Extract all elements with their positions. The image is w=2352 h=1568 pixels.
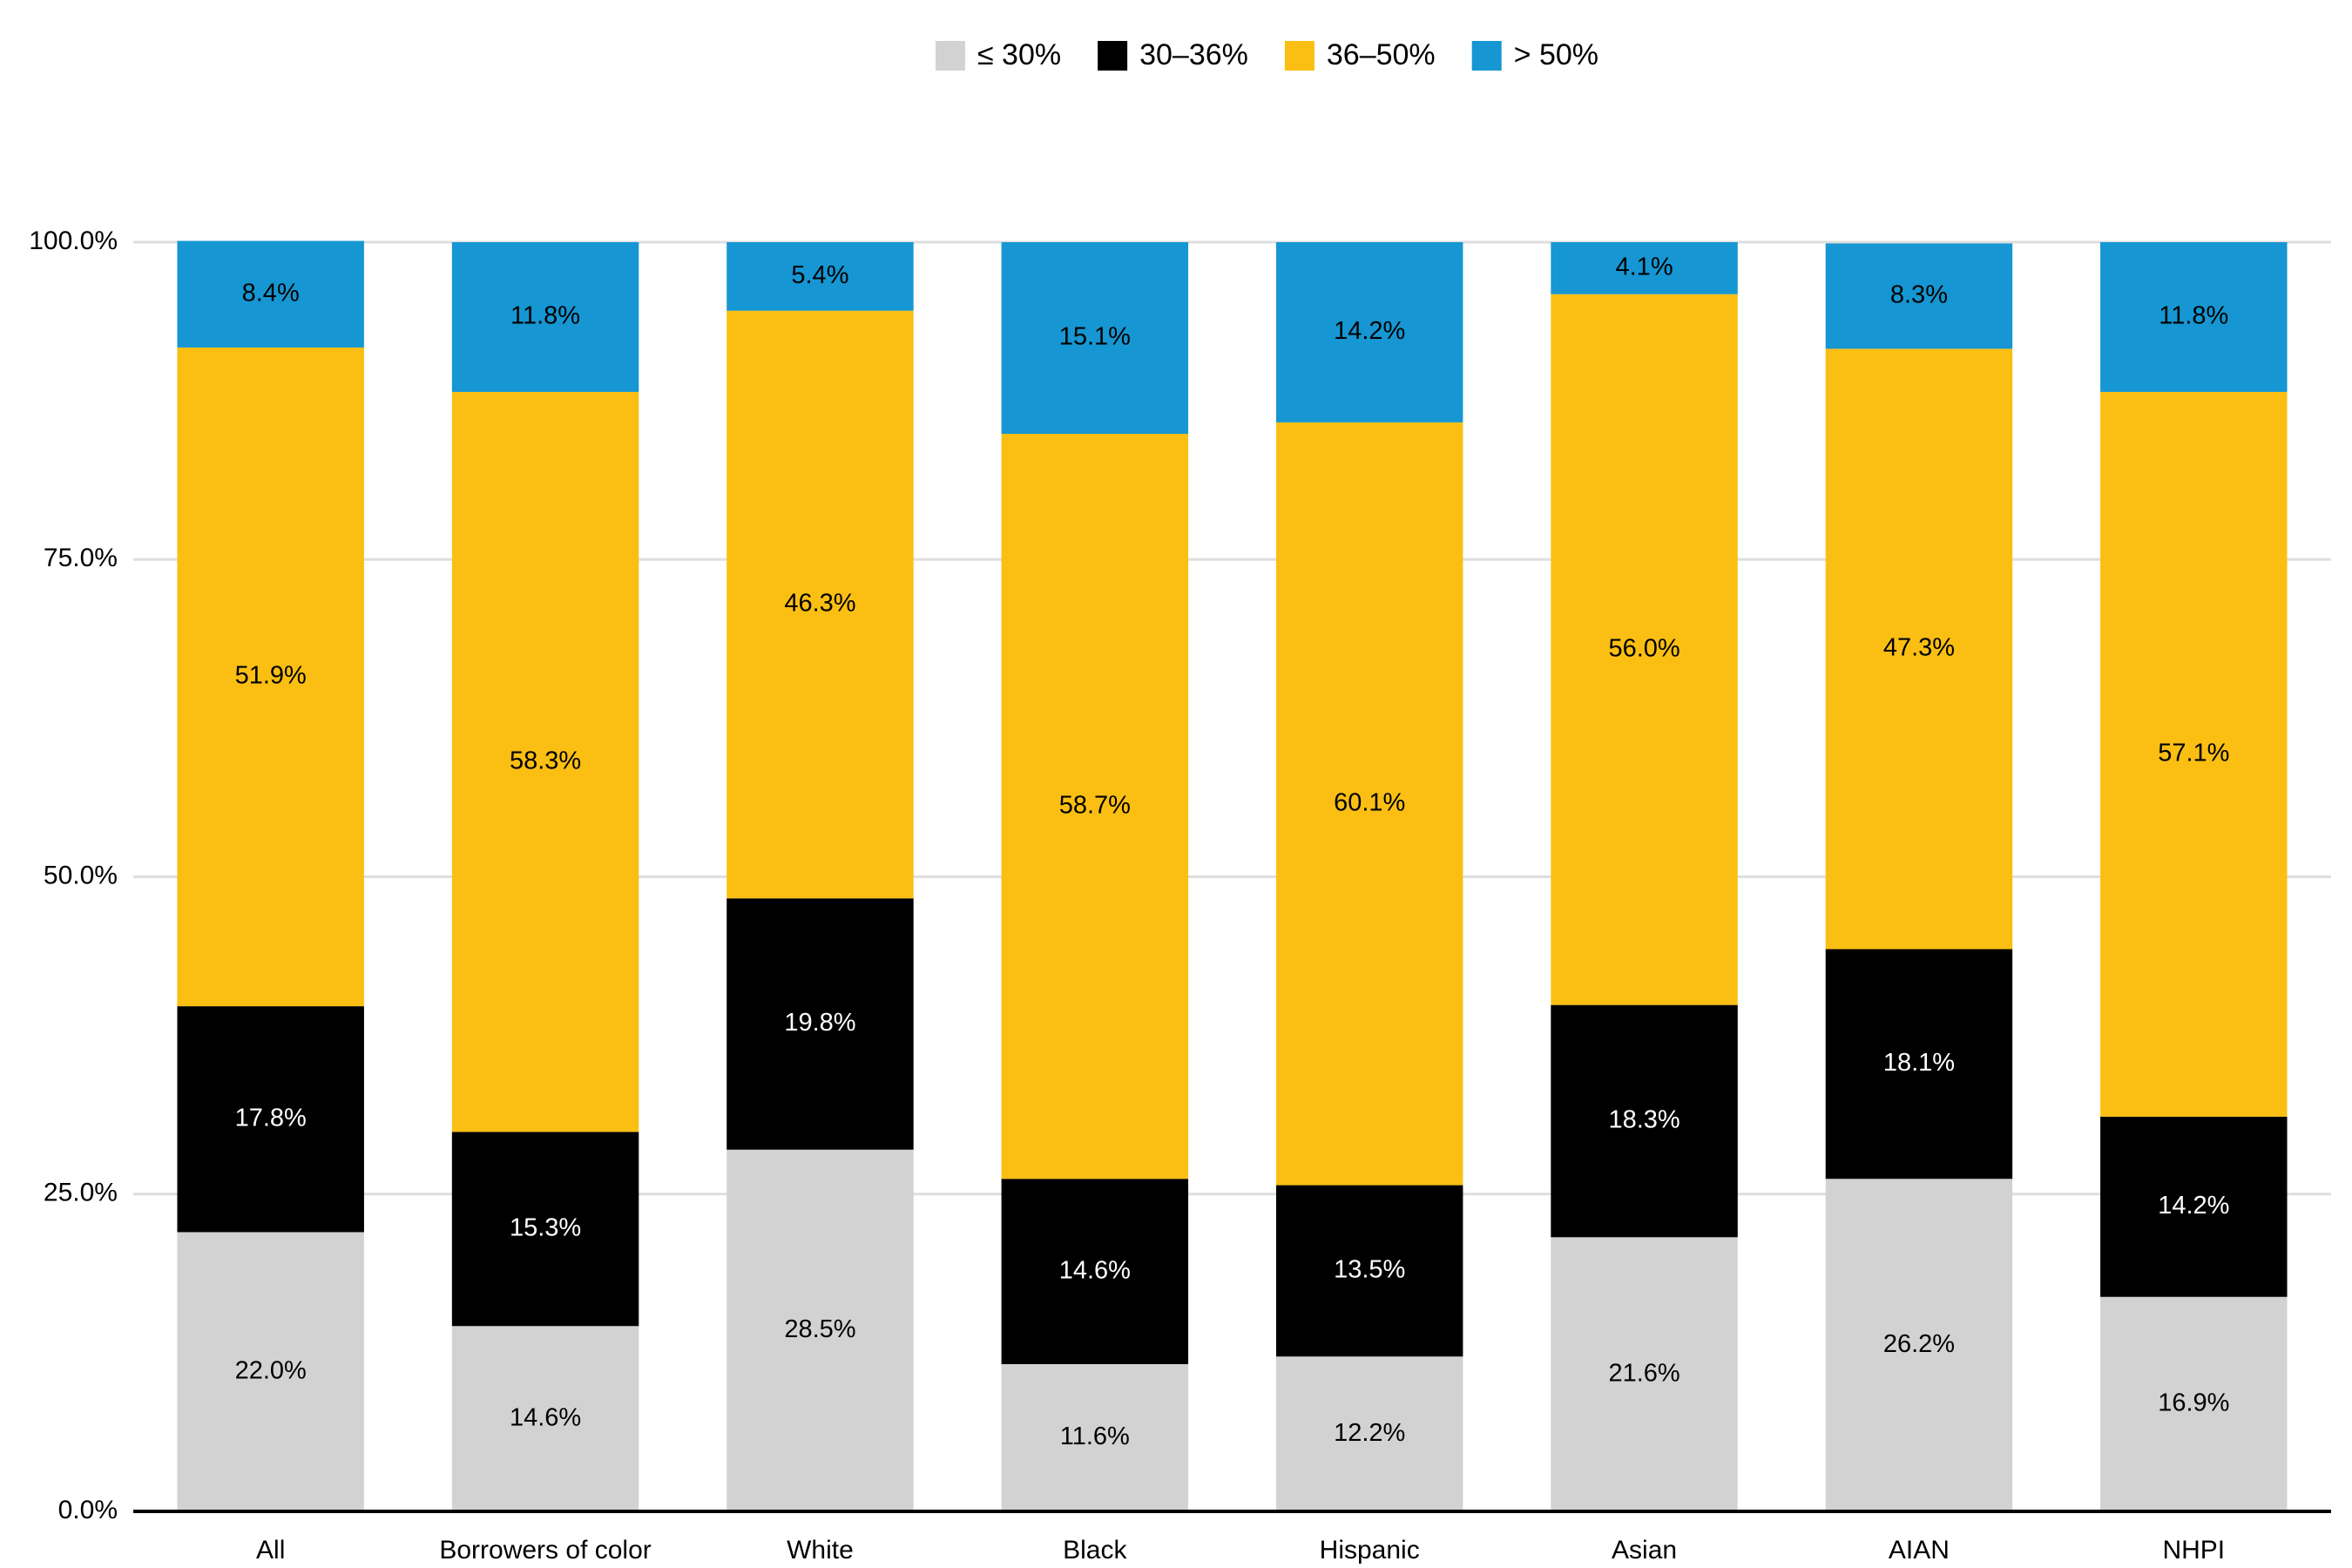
data-label: 16.9% xyxy=(2158,1389,2229,1417)
bar-segment xyxy=(2100,242,2288,392)
bar-segment xyxy=(1001,434,1189,1179)
bar-segment xyxy=(451,1132,639,1327)
x-tick-label: All xyxy=(256,1536,285,1565)
bar-segment xyxy=(2100,1296,2288,1511)
data-label: 58.7% xyxy=(1059,791,1131,819)
bar-segment xyxy=(1001,1179,1189,1364)
bar-segment xyxy=(451,1326,639,1511)
bar-segment xyxy=(1825,1179,2013,1511)
data-label: 14.2% xyxy=(2158,1192,2229,1220)
data-label: 18.1% xyxy=(1883,1049,1955,1077)
data-label: 51.9% xyxy=(235,662,307,690)
data-label: 8.3% xyxy=(1890,281,1948,309)
y-tick-label: 75.0% xyxy=(44,544,118,572)
bar-segment xyxy=(1001,242,1189,435)
bar-segment xyxy=(1275,242,1463,422)
y-tick-label: 100.0% xyxy=(29,226,118,255)
x-tick-label: Borrowers of color xyxy=(439,1536,651,1565)
legend-label: 30–36% xyxy=(1139,38,1248,71)
bar-segment xyxy=(727,898,914,1150)
bar-segment xyxy=(1275,1185,1463,1357)
bar-segment xyxy=(1551,1004,1738,1238)
x-tick-label: Black xyxy=(1063,1536,1127,1565)
data-label: 14.6% xyxy=(1059,1256,1131,1284)
data-label: 18.3% xyxy=(1608,1106,1680,1134)
bar-segment xyxy=(451,242,639,392)
legend-item: ≤ 30% xyxy=(935,38,1061,71)
data-label: 15.3% xyxy=(510,1213,581,1241)
data-label: 11.8% xyxy=(2159,302,2228,330)
data-label: 46.3% xyxy=(784,590,855,618)
data-label: 47.3% xyxy=(1883,634,1955,662)
bar-segment xyxy=(2100,391,2288,1117)
data-label: 57.1% xyxy=(2158,740,2229,767)
bar-segment xyxy=(1825,243,2013,349)
legend-label: 36–50% xyxy=(1327,38,1436,71)
data-label: 11.6% xyxy=(1060,1423,1130,1450)
data-label: 58.3% xyxy=(510,747,581,774)
bar-segment xyxy=(177,1232,364,1511)
bar-segment xyxy=(1551,1237,1738,1511)
legend-swatch xyxy=(1284,41,1315,71)
legend-item: > 50% xyxy=(1471,38,1598,71)
data-label: 19.8% xyxy=(784,1009,855,1037)
bar-segment xyxy=(727,1149,914,1511)
bar-segment xyxy=(1551,294,1738,1005)
bar-segment xyxy=(451,391,639,1132)
data-label: 60.1% xyxy=(1334,788,1405,816)
x-tick-label: AIAN xyxy=(1889,1536,1950,1565)
bar-segment xyxy=(1825,348,2013,950)
bar-segment xyxy=(1825,949,2013,1179)
data-label: 15.1% xyxy=(1059,323,1131,351)
x-tick-label: White xyxy=(787,1536,854,1565)
y-tick-label: 50.0% xyxy=(44,861,118,889)
data-label: 4.1% xyxy=(1616,253,1673,281)
bar-segment xyxy=(1275,1356,1463,1511)
legend-swatch xyxy=(935,41,965,71)
data-label: 17.8% xyxy=(235,1104,307,1132)
data-label: 13.5% xyxy=(1334,1256,1405,1284)
bar-segment xyxy=(177,1006,364,1233)
data-label: 14.2% xyxy=(1334,317,1405,345)
bar-segment xyxy=(727,310,914,899)
data-label: 28.5% xyxy=(784,1315,855,1343)
data-label: 8.4% xyxy=(242,279,300,307)
bar-segment xyxy=(1001,1363,1189,1511)
bar-segment xyxy=(177,347,364,1007)
data-label: 22.0% xyxy=(235,1356,307,1384)
data-label: 12.2% xyxy=(1334,1419,1405,1447)
y-tick-label: 0.0% xyxy=(58,1496,118,1524)
bar-segment xyxy=(1551,242,1738,294)
bar-segment xyxy=(177,240,364,348)
bar-segment xyxy=(1275,422,1463,1186)
legend-swatch xyxy=(1098,41,1128,71)
data-label: 11.8% xyxy=(510,302,580,330)
bar-segment xyxy=(727,242,914,311)
data-label: 56.0% xyxy=(1608,634,1680,662)
legend-swatch xyxy=(1471,41,1502,71)
legend-label: ≤ 30% xyxy=(977,38,1061,71)
data-label: 26.2% xyxy=(1883,1330,1955,1358)
legend-item: 36–50% xyxy=(1284,38,1436,71)
x-tick-label: NHPI xyxy=(2162,1536,2225,1565)
data-label: 21.6% xyxy=(1608,1359,1680,1387)
legend-label: > 50% xyxy=(1514,38,1598,71)
data-label: 14.6% xyxy=(510,1403,581,1431)
bar-segment xyxy=(2100,1116,2288,1297)
legend-item: 30–36% xyxy=(1098,38,1248,71)
y-tick-label: 25.0% xyxy=(44,1179,118,1207)
x-tick-label: Hispanic xyxy=(1320,1536,1420,1565)
data-label: 5.4% xyxy=(791,261,848,289)
x-tick-label: Asian xyxy=(1612,1536,1677,1565)
